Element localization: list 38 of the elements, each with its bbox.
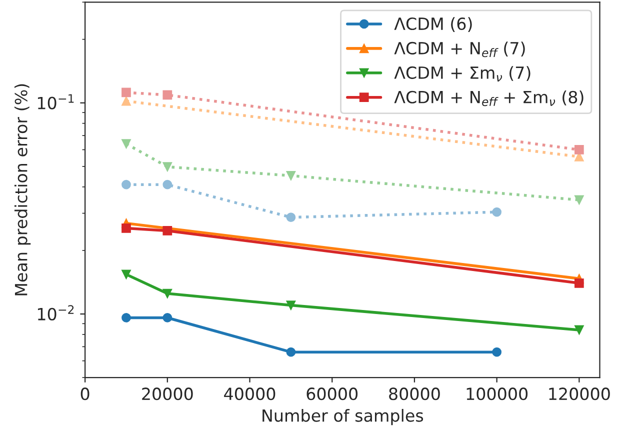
point [162, 90, 172, 100]
point [574, 145, 584, 154]
point [162, 226, 172, 236]
legend-label: ΛCDM + N$_{eff}$ (7) [394, 42, 525, 58]
legend-label: ΛCDM + Σm$_{ν}$ (7) [394, 66, 530, 82]
point [122, 139, 131, 148]
legend-label: ΛCDM + N$_{eff}$ + Σm$_{ν}$ (8) [394, 90, 584, 106]
legend-label: ΛCDM (6) [394, 17, 472, 32]
point [122, 270, 131, 280]
point [122, 223, 131, 233]
point [162, 180, 172, 190]
point [162, 162, 172, 172]
point [122, 96, 131, 106]
point [122, 313, 131, 322]
x-tick-label: 60000 [306, 388, 358, 400]
point [286, 300, 296, 310]
point [286, 347, 296, 357]
x-tick-label: 0 [80, 388, 90, 400]
y-tick-label: 10$^{−2}$ [38, 305, 74, 320]
x-tick-label: 120000 [549, 388, 610, 400]
point [492, 207, 502, 217]
point [574, 325, 584, 335]
point [122, 88, 131, 98]
point [286, 212, 296, 222]
point [574, 278, 584, 288]
point [574, 195, 584, 205]
y-tick-label: 10$^{−1}$ [38, 94, 74, 110]
y-axis-title: Mean prediction error (%) [14, 84, 31, 296]
x-tick-label: 100000 [466, 388, 528, 400]
point [162, 313, 172, 322]
point [162, 288, 172, 298]
x-tick-label: 40000 [224, 388, 276, 400]
x-tick-label: 80000 [389, 388, 440, 400]
point [122, 180, 131, 190]
point [286, 170, 296, 180]
x-axis-title: Number of samples [262, 408, 424, 426]
point [492, 347, 502, 357]
x-tick-label: 20000 [142, 388, 193, 400]
